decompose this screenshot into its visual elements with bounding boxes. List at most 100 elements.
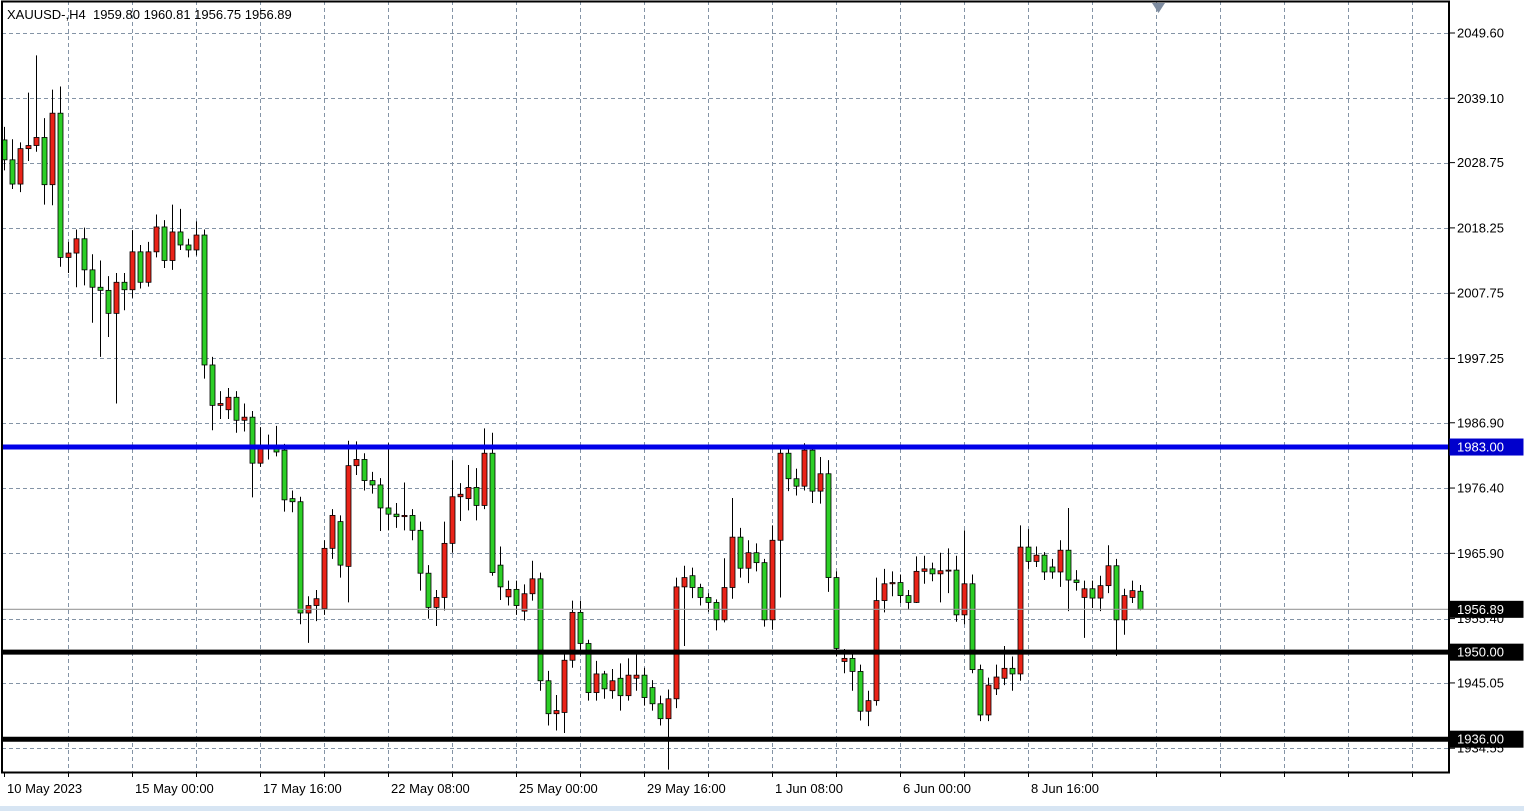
candle-body (1129, 590, 1136, 598)
candle (1049, 558, 1056, 579)
candle (97, 260, 104, 357)
candle (361, 453, 368, 491)
candle-body (585, 643, 592, 693)
candle-body (761, 562, 768, 621)
candle (1105, 545, 1112, 594)
candle-body (1041, 554, 1048, 573)
candle-body (361, 459, 368, 481)
candle-body (1065, 549, 1072, 581)
candle-body (377, 484, 384, 509)
price-label-box (1449, 600, 1524, 618)
candle-body (129, 251, 136, 291)
candle (1113, 558, 1120, 656)
candle-body (185, 244, 192, 251)
candle-body (737, 536, 744, 569)
candle (673, 577, 680, 709)
x-axis-tick-label: 8 Jun 16:00 (1031, 781, 1099, 796)
time-axis[interactable]: 10 May 2023 15 May 00:00 17 May 16:00 22 Ma… (4, 773, 1413, 796)
candle (689, 567, 696, 599)
candle-body (201, 234, 208, 366)
horizontal-lines-layer (2, 444, 1449, 742)
candle-body (321, 547, 328, 610)
candle-body (569, 611, 576, 661)
candle-body (249, 416, 256, 464)
candle-body (369, 480, 376, 486)
candle (49, 89, 56, 206)
candle (681, 565, 688, 646)
candle-body (593, 673, 600, 693)
candle (1073, 570, 1080, 591)
candle (617, 663, 624, 711)
window-bottom-strip (0, 806, 1524, 811)
candle (825, 460, 832, 592)
candle-body (689, 575, 696, 588)
candle (945, 548, 952, 594)
candle (657, 695, 664, 726)
candle-body (1009, 667, 1016, 675)
candle-body (889, 582, 896, 585)
candle-body (433, 597, 440, 608)
candle (577, 600, 584, 651)
candle (1121, 588, 1128, 635)
candle (497, 546, 504, 600)
candle (1017, 525, 1024, 681)
candle-body (225, 396, 232, 411)
y-axis-tick-label: 1945.05 (1457, 675, 1504, 690)
candle (289, 490, 296, 513)
candle-body (401, 515, 408, 518)
candle (137, 244, 144, 289)
candle-body (497, 564, 504, 588)
candle (1065, 507, 1072, 612)
price-label-box (1449, 438, 1524, 456)
candle-body (441, 542, 448, 598)
candle (385, 443, 392, 531)
candle-body (81, 238, 88, 271)
candle-body (673, 586, 680, 700)
x-axis-tick-label: 6 Jun 00:00 (903, 781, 971, 796)
candle (761, 558, 768, 627)
candle-body (1097, 585, 1104, 599)
candle-body (817, 473, 824, 492)
candle (1137, 584, 1144, 611)
candle (897, 574, 904, 604)
candle-body (153, 226, 160, 253)
candle-body (705, 597, 712, 603)
candle (985, 677, 992, 722)
candle (9, 139, 16, 190)
candle (713, 599, 720, 631)
candle-body (17, 148, 24, 185)
y-axis-tick-label: 2028.75 (1457, 155, 1504, 170)
candle (241, 403, 248, 432)
gridlines (2, 1, 1449, 773)
candle (697, 583, 704, 606)
candle-body (745, 552, 752, 569)
candle (1129, 580, 1136, 604)
candle-body (121, 281, 128, 291)
candle-body (393, 513, 400, 518)
candle-body (417, 529, 424, 574)
candle (393, 502, 400, 528)
candle-body (465, 487, 472, 500)
candle (281, 443, 288, 512)
candle-body (881, 583, 888, 601)
candle-body (777, 452, 784, 541)
candle (905, 589, 912, 610)
candle-body (473, 487, 480, 506)
candle-body (785, 452, 792, 480)
candle-body (969, 583, 976, 670)
candle-body (9, 159, 16, 185)
candle (585, 639, 592, 701)
price-label-box (1449, 730, 1524, 748)
candle-body (337, 521, 344, 566)
candle-body (49, 112, 56, 186)
candle-body (137, 251, 144, 283)
candle-body (633, 674, 640, 679)
candle-body (521, 593, 528, 612)
candle (369, 471, 376, 494)
candle (233, 391, 240, 433)
candle (889, 571, 896, 597)
candle (161, 220, 168, 268)
price-label-text: 1936.00 (1457, 732, 1504, 747)
